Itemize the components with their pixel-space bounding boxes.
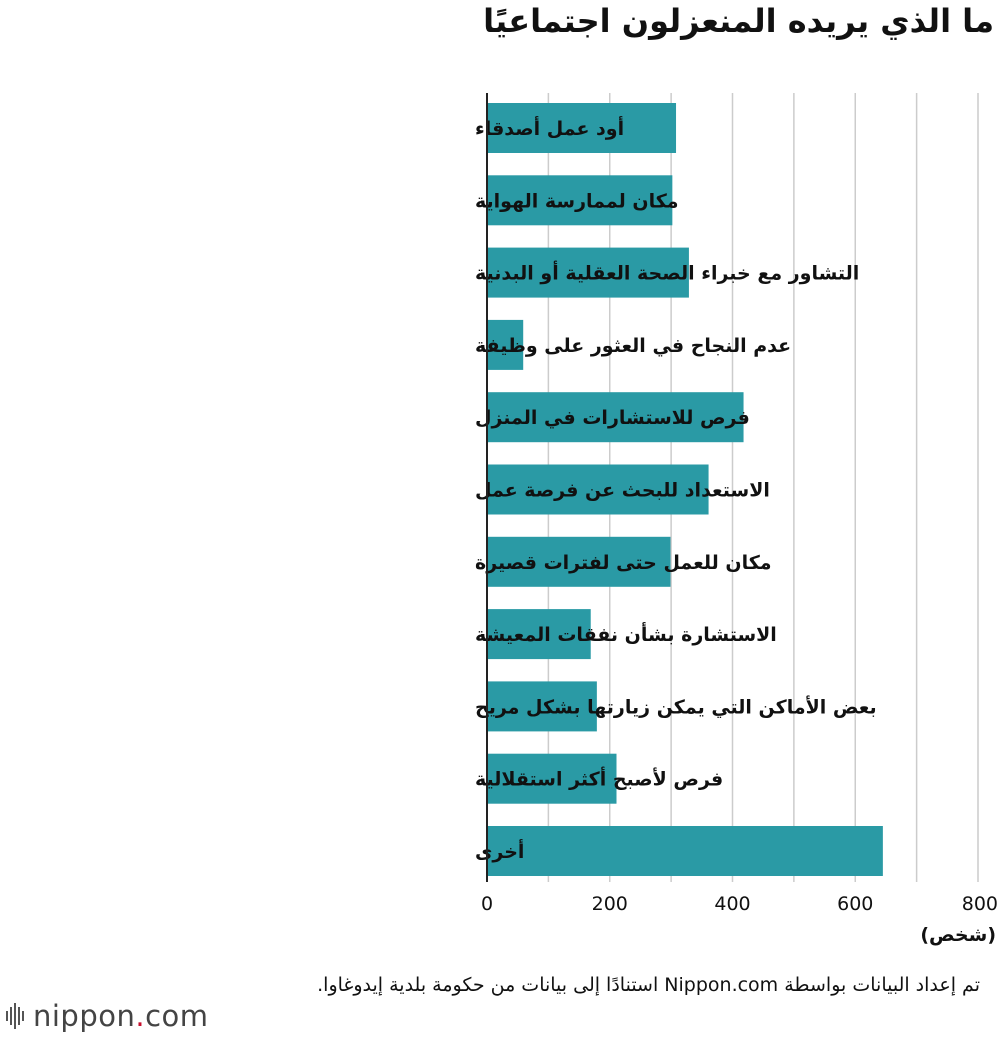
bar: [487, 536, 671, 587]
x-tick-label: 400: [714, 893, 750, 915]
bar: [487, 826, 883, 876]
category-label: فرص للاستشارات في المنزل: [475, 407, 750, 429]
category-label: الاستشارة بشأن نفقات المعيشة: [475, 622, 777, 646]
logo-wordmark: nippon.com: [33, 999, 209, 1033]
bar: [487, 753, 617, 804]
bar: [487, 609, 591, 660]
bar: [487, 103, 677, 153]
x-unit-label: (شخص): [920, 924, 996, 946]
x-tick-label: 200: [592, 893, 628, 915]
bars: [487, 103, 883, 876]
chart-title: ما الذي يريده المنعزلون اجتماعيًا: [483, 2, 994, 40]
nippon-logo: nippon.com: [6, 996, 209, 1036]
bar: [487, 392, 744, 443]
bar: [487, 464, 709, 515]
bar: [487, 175, 673, 226]
category-labels: أود عمل أصدقاء مكان لممارسة الهواية التشاو…: [475, 116, 877, 863]
category-label: عدم النجاح في العثور على وظيفة: [475, 335, 791, 357]
category-label: أود عمل أصدقاء: [475, 116, 624, 140]
category-label: مكان لممارسة الهواية: [475, 190, 679, 212]
logo-bars-icon: [6, 1003, 24, 1029]
bar: [487, 681, 597, 732]
x-tick-label: 0: [481, 893, 493, 915]
x-tick-labels: 0 200 400 600 800: [481, 893, 998, 915]
category-label: التشاور مع خبراء الصحة العقلية أو البدني…: [475, 261, 859, 285]
category-label: الاستعداد للبحث عن فرصة عمل: [475, 480, 770, 502]
category-label: بعض الأماكن التي يمكن زيارتها بشكل مريح: [475, 695, 877, 718]
category-label: فرص لأصبح أكثر استقلالية: [475, 767, 723, 791]
category-label: أخرى: [475, 839, 524, 863]
bar: [487, 319, 524, 370]
category-label: مكان للعمل حتى لفترات قصيرة: [475, 552, 772, 574]
x-tick-label: 600: [837, 893, 873, 915]
source-note: تم إعداد البيانات بواسطة Nippon.com استن…: [317, 974, 980, 996]
bar-chart: أود عمل أصدقاء مكان لممارسة الهواية التشاو…: [475, 93, 998, 946]
bar: [487, 247, 689, 298]
x-tick-label: 800: [962, 893, 998, 915]
